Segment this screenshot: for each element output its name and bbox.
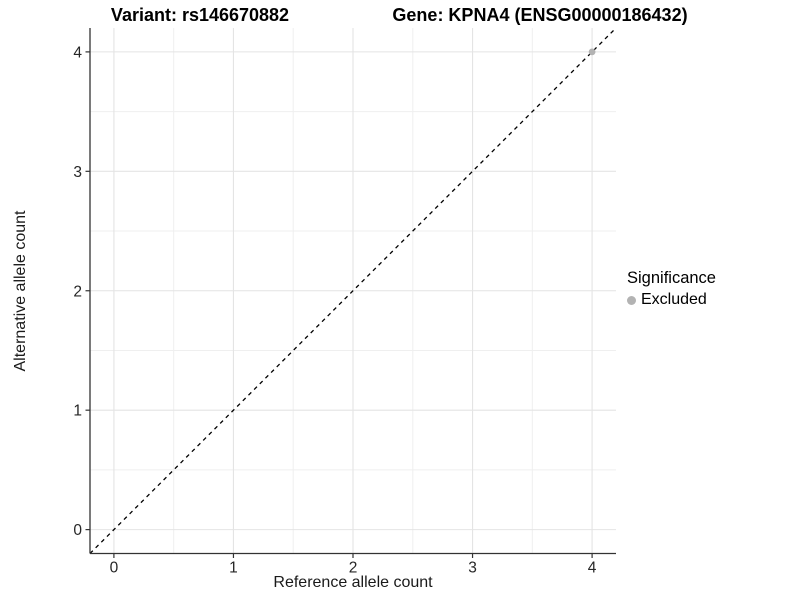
x-tick-label: 2 (349, 560, 358, 577)
legend-item-label: Excluded (641, 291, 707, 308)
x-tick-label: 4 (588, 560, 597, 577)
y-tick-label: 4 (73, 44, 82, 61)
x-tick-label: 1 (229, 560, 238, 577)
y-axis-title: Alternative allele count (12, 210, 29, 372)
plot-title-gene: Gene: KPNA4 (ENSG00000186432) (392, 5, 688, 25)
y-tick-label: 1 (73, 403, 82, 420)
identity-line (89, 27, 617, 554)
data-point-excluded (588, 48, 596, 56)
legend-item: Excluded (627, 291, 716, 309)
legend-title: Significance (627, 269, 716, 287)
legend-point-icon (627, 295, 636, 305)
x-axis-title: Reference allele count (273, 574, 433, 591)
x-tick-label: 0 (110, 560, 119, 577)
y-tick-label: 2 (73, 283, 82, 300)
y-tick-label: 3 (73, 164, 82, 181)
plot-title-variant: Variant: rs146670882 (110, 5, 290, 25)
legend: Significance Excluded (627, 269, 716, 309)
x-tick-label: 3 (468, 560, 477, 577)
y-tick-label: 0 (73, 522, 82, 539)
